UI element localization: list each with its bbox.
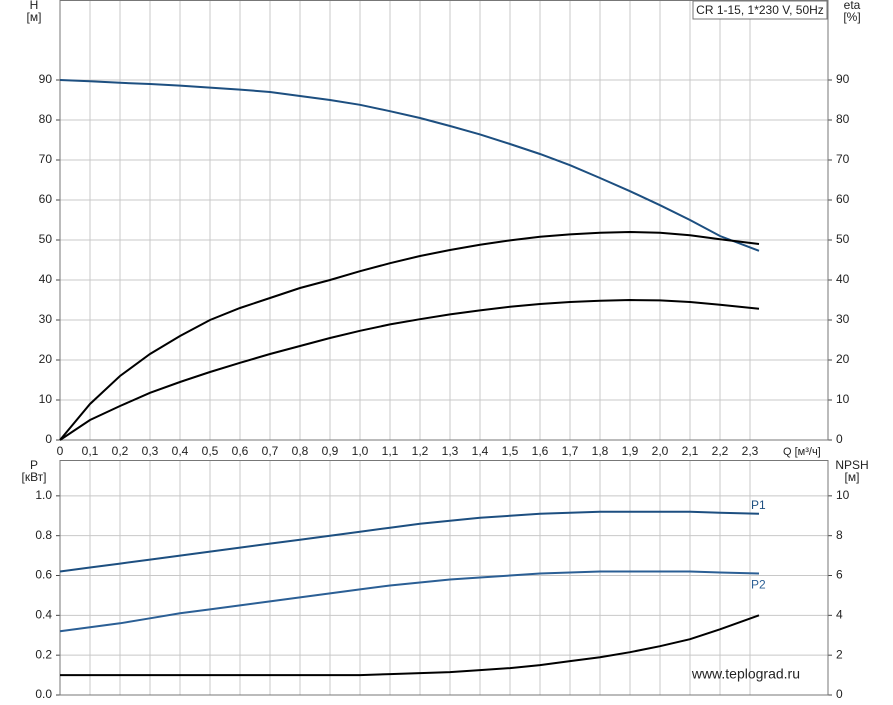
curve bbox=[59, 570, 760, 633]
chart-title: CR 1-15, 1*230 V, 50Hz bbox=[696, 3, 824, 17]
y2-axis-label: [%] bbox=[843, 10, 860, 24]
y2-tick-label: 4 bbox=[836, 608, 843, 622]
title-box bbox=[692, 0, 828, 20]
y-tick-label: 70 bbox=[39, 152, 53, 166]
y-tick-label: 40 bbox=[39, 272, 53, 286]
y2-tick-label: 40 bbox=[836, 272, 850, 286]
x-tick-label: 0,9 bbox=[322, 444, 339, 458]
x-tick-label: 0,6 bbox=[232, 444, 249, 458]
x-tick-label: 0,8 bbox=[292, 444, 309, 458]
x-tick-label: 0,5 bbox=[202, 444, 219, 458]
curve bbox=[59, 510, 760, 573]
x-tick-label: 1,9 bbox=[622, 444, 639, 458]
x-tick-label: 0,7 bbox=[262, 444, 279, 458]
x-tick-label: 2,1 bbox=[682, 444, 699, 458]
y-axis-label: H bbox=[30, 0, 39, 12]
y-tick-label: 60 bbox=[39, 192, 53, 206]
y2-tick-label: 90 bbox=[836, 72, 850, 86]
x-tick-label: 0,2 bbox=[112, 444, 129, 458]
y2-tick-label: 60 bbox=[836, 192, 850, 206]
y-tick-label: 90 bbox=[39, 72, 53, 86]
y2-tick-label: 0 bbox=[836, 432, 843, 446]
x-tick-label: 1,3 bbox=[442, 444, 459, 458]
y-tick-label: 1.0 bbox=[35, 488, 52, 502]
y2-tick-label: 8 bbox=[836, 528, 843, 542]
x-tick-label: 2,0 bbox=[652, 444, 669, 458]
y2-tick-label: 2 bbox=[836, 647, 843, 661]
y-axis-label: [м] bbox=[27, 10, 42, 24]
curve-label: P1 bbox=[751, 498, 766, 512]
x-tick-label: 0,4 bbox=[172, 444, 189, 458]
y-axis-label: P bbox=[30, 458, 38, 472]
curve bbox=[60, 614, 760, 677]
x-tick-label: 1,4 bbox=[472, 444, 489, 458]
x-tick-label: 2,2 bbox=[712, 444, 729, 458]
x-tick-label: 0,3 bbox=[142, 444, 159, 458]
curve bbox=[59, 230, 760, 441]
x-tick-label: 1,5 bbox=[502, 444, 519, 458]
x-tick-label: 2,3 bbox=[742, 444, 759, 458]
y2-tick-label: 20 bbox=[836, 352, 850, 366]
curve-label: P2 bbox=[751, 578, 766, 592]
y-tick-label: 0.0 bbox=[35, 687, 52, 701]
y2-tick-label: 10 bbox=[836, 392, 850, 406]
y-tick-label: 0.2 bbox=[35, 647, 52, 661]
y-axis-label: [кВт] bbox=[21, 470, 46, 484]
y-tick-label: 30 bbox=[39, 312, 53, 326]
y2-tick-label: 10 bbox=[836, 488, 850, 502]
watermark: www.teplograd.ru bbox=[691, 666, 800, 682]
x-tick-label: 0 bbox=[57, 444, 64, 458]
y2-tick-label: 0 bbox=[836, 687, 843, 701]
y2-tick-label: 30 bbox=[836, 312, 850, 326]
y2-tick-label: 70 bbox=[836, 152, 850, 166]
y-tick-label: 0.4 bbox=[35, 608, 52, 622]
x-tick-label: 1,2 bbox=[412, 444, 429, 458]
y-tick-label: 0.6 bbox=[35, 568, 52, 582]
y2-axis-label: NPSH bbox=[835, 458, 868, 472]
curve bbox=[59, 79, 760, 252]
y-tick-label: 10 bbox=[39, 392, 53, 406]
y2-tick-label: 80 bbox=[836, 112, 850, 126]
x-axis-label: Q [м³/ч] bbox=[783, 446, 821, 458]
curve bbox=[59, 298, 760, 441]
plot-frame bbox=[59, 0, 829, 441]
y2-tick-label: 50 bbox=[836, 232, 850, 246]
x-tick-label: 0,1 bbox=[82, 444, 99, 458]
y-tick-label: 20 bbox=[39, 352, 53, 366]
x-tick-label: 1,0 bbox=[352, 444, 369, 458]
y-tick-label: 0.8 bbox=[35, 528, 52, 542]
y-tick-label: 80 bbox=[39, 112, 53, 126]
x-tick-label: 1,1 bbox=[382, 444, 399, 458]
plot-frame bbox=[59, 460, 829, 696]
y2-tick-label: 6 bbox=[836, 568, 843, 582]
y2-axis-label: [м] bbox=[845, 470, 860, 484]
y-tick-label: 0 bbox=[45, 432, 52, 446]
y-tick-label: 50 bbox=[39, 232, 53, 246]
x-tick-label: 1,7 bbox=[562, 444, 579, 458]
x-tick-label: 1,6 bbox=[532, 444, 549, 458]
x-tick-label: 1,8 bbox=[592, 444, 609, 458]
y2-axis-label: eta bbox=[844, 0, 861, 12]
